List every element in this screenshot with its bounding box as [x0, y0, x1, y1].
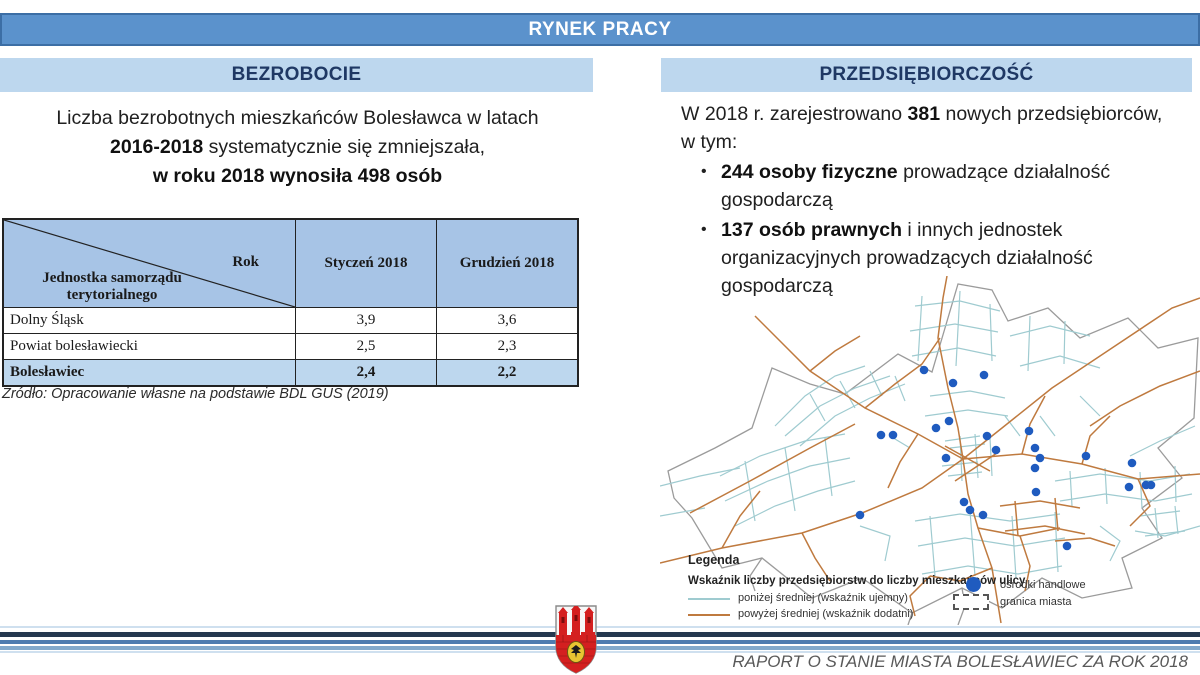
- column-header-january: Styczeń 2018: [295, 218, 437, 308]
- legend-city-boundary-swatch: [953, 594, 989, 610]
- row-value-dec: 2,3: [436, 333, 579, 360]
- unemployment-summary-line1: Liczba bezrobotnych mieszkańców Bolesław…: [56, 107, 539, 129]
- legend-shopping-center-label: ośrodki handlowe: [1000, 579, 1086, 591]
- section-header-unemployment: BEZROBOCIE: [0, 58, 593, 92]
- corner-diagonal-line: [4, 220, 295, 307]
- column-header-december: Grudzień 2018: [436, 218, 579, 308]
- footer-stripe: [0, 626, 1200, 628]
- bullet-icon: •: [701, 221, 707, 238]
- row-label: Bolesławiec: [2, 359, 296, 386]
- row-value-jan: 3,9: [295, 307, 437, 334]
- row-value-jan: 2,4: [295, 359, 437, 386]
- unemployment-summary-line2: 2016-2018 systematycznie się zmniejszała…: [109, 136, 486, 158]
- section-header-unemployment-label: BEZROBOCIE: [231, 64, 362, 85]
- bullet-text: 244 osoby fizyczne prowadzące działalnoś…: [721, 161, 1111, 211]
- section-header-entrepreneurship: PRZEDSIĘBIORCZOŚĆ: [661, 58, 1192, 92]
- corner-label-rok: Rok: [232, 254, 259, 270]
- bullet-icon: •: [701, 163, 707, 180]
- legend-above-average-label: powyżej średniej (wskaźnik dodatni): [738, 608, 914, 620]
- footer-stripe: [0, 646, 1200, 650]
- row-value-dec: 2,2: [436, 359, 579, 386]
- city-street-map: [660, 276, 1200, 625]
- legend-below-average-line-swatch: [688, 598, 730, 600]
- corner-label-jednostka: Jednostka samorządu terytorialnego: [42, 270, 182, 303]
- row-value-jan: 2,5: [295, 333, 437, 360]
- table-row: Powiat bolesławiecki 2,5 2,3: [2, 333, 579, 360]
- legend-subtitle: Wskaźnik liczby przedsiębiorstw do liczb…: [688, 575, 1026, 587]
- slide-title: RYNEK PRACY: [528, 18, 672, 40]
- entrepreneurship-summary: W 2018 r. zarejestrowano 381 nowych prze…: [681, 103, 1163, 153]
- city-boundary-outline: [667, 283, 1199, 625]
- legend-shopping-center-dot-icon: [966, 577, 981, 592]
- table-row: Dolny Śląsk 3,9 3,6: [2, 307, 579, 334]
- footer-report-title: RAPORT O STANIE MIASTA BOLESŁAWIEC ZA RO…: [732, 652, 1188, 671]
- unemployment-rate-table: Rok Jednostka samorządu terytorialnego S…: [2, 218, 579, 387]
- legend-below-average-label: poniżej średniej (wskaźnik ujemny): [738, 592, 908, 604]
- footer-stripe: [0, 632, 1200, 637]
- unemployment-summary-line3: w roku 2018 wynosiła 498 osób: [152, 165, 443, 187]
- bullet-text: 137 osób prawnych i innych jednostek org…: [721, 219, 1093, 297]
- streets-below-average: [660, 290, 1200, 579]
- streets-above-average: [660, 276, 1200, 624]
- table-corner-cell: Rok Jednostka samorządu terytorialnego: [2, 218, 296, 308]
- shopping-center-dots: [855, 365, 1156, 551]
- legend-city-boundary-label: granica miasta: [1000, 596, 1072, 608]
- footer-stripe: [0, 651, 1200, 653]
- row-label: Powiat bolesławiecki: [2, 333, 296, 360]
- table-row-highlight: Bolesławiec 2,4 2,2: [2, 359, 579, 386]
- list-item: • 137 osób prawnych i innych jednostek o…: [681, 216, 1196, 300]
- legend-above-average-line-swatch: [688, 614, 730, 616]
- row-label: Dolny Śląsk: [2, 307, 296, 334]
- footer-stripe: [0, 640, 1200, 644]
- boleslawiec-coat-of-arms: [555, 605, 597, 674]
- unemployment-summary: Liczba bezrobotnych mieszkańców Bolesław…: [5, 104, 590, 191]
- row-value-dec: 3,6: [436, 307, 579, 334]
- legend-title: Legenda: [688, 553, 740, 567]
- section-header-entrepreneurship-label: PRZEDSIĘBIORCZOŚĆ: [819, 64, 1034, 85]
- list-item: • 244 osoby fizyczne prowadzące działaln…: [681, 158, 1196, 214]
- table-source-note: Źródło: Opracowanie własne na podstawie …: [2, 386, 389, 402]
- table-header-row: Rok Jednostka samorządu terytorialnego S…: [2, 218, 579, 308]
- slide-title-bar: RYNEK PRACY: [0, 13, 1200, 46]
- entrepreneurship-bullet-list: • 244 osoby fizyczne prowadzące działaln…: [681, 158, 1196, 302]
